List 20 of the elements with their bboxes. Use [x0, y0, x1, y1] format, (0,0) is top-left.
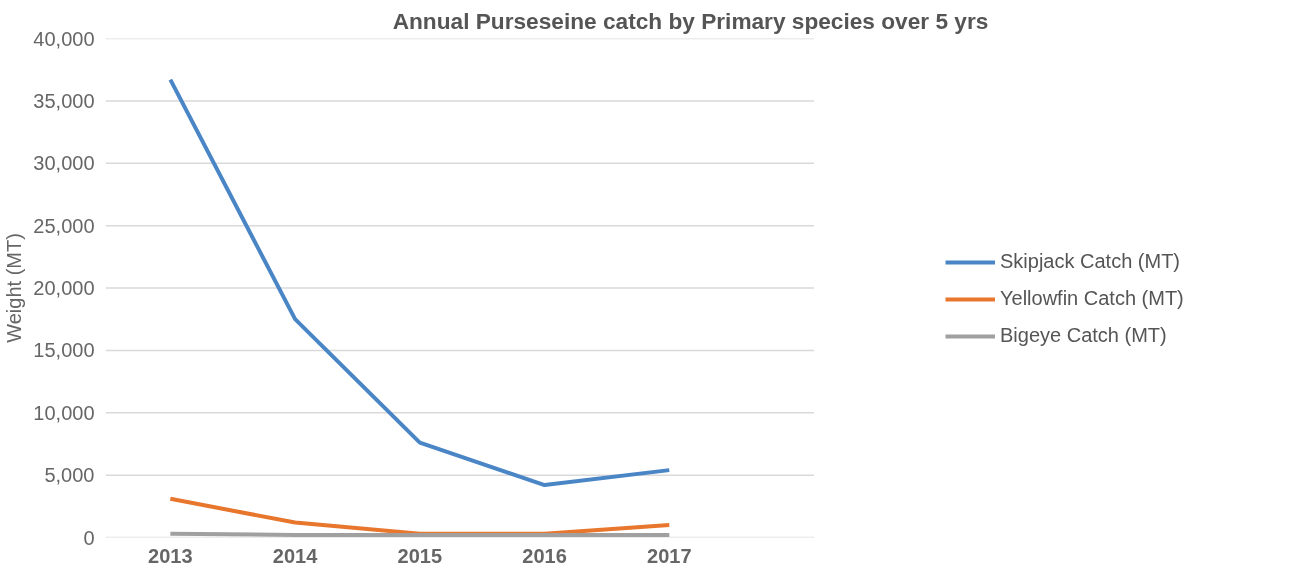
y-tick-label: 20,000	[33, 277, 95, 299]
x-tick-label: 2016	[522, 544, 567, 567]
y-tick-label: 5,000	[44, 464, 95, 487]
legend-label: Yellowfin Catch (MT)	[1000, 287, 1184, 310]
y-tick-label: 15,000	[33, 339, 95, 362]
y-tick-label: 25,000	[33, 214, 95, 237]
legend-label: Skipjack Catch (MT)	[1000, 250, 1181, 273]
y-tick-label: 35,000	[33, 89, 95, 112]
line-series	[168, 77, 672, 488]
chart-title: Annual Purseseine catch by Primary species over 5 yrs	[392, 7, 989, 34]
y-tick-label: 0	[83, 526, 95, 549]
x-tick-label: 2014	[272, 544, 319, 567]
y-tick-label: 40,000	[33, 27, 95, 50]
x-tick-label: 2013	[148, 544, 193, 567]
y-tick-label: 10,000	[33, 401, 95, 424]
y-axis-title: Weight (MT)	[3, 233, 26, 343]
x-tick-label: 2017	[647, 544, 692, 567]
legend-label: Bigeye Catch (MT)	[1000, 324, 1167, 347]
y-tick-label: 30,000	[33, 152, 95, 175]
x-tick-label: 2015	[397, 544, 443, 567]
